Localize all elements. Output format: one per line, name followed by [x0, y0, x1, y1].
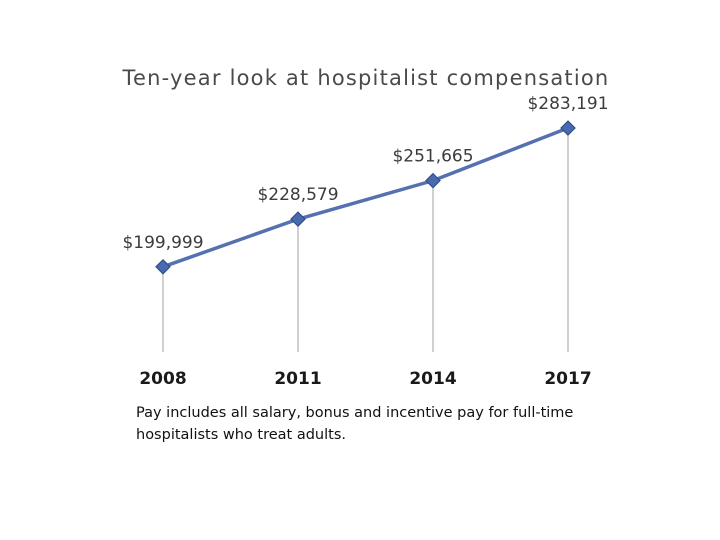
data-point-2017	[560, 120, 576, 136]
data-point-2011	[290, 211, 306, 227]
drop-lines	[162, 128, 569, 352]
x-tick-label-2014: 2014	[409, 369, 456, 389]
data-point-2008	[155, 258, 171, 275]
x-tick-label-2008: 2008	[139, 369, 186, 389]
series-line-0	[162, 126, 569, 269]
series-lines	[162, 126, 569, 269]
x-tick-label-2017: 2017	[544, 369, 591, 389]
data-markers	[155, 120, 576, 275]
data-label-2017: $283,191	[527, 94, 608, 114]
data-label-2014: $251,665	[392, 147, 473, 167]
chart-footnote: Pay includes all salary, bonus and incen…	[136, 405, 574, 443]
data-label-2008: $199,999	[122, 233, 203, 253]
data-point-2014	[425, 172, 441, 189]
x-tick-label-2011: 2011	[274, 369, 321, 389]
chart-title: Ten-year look at hospitalist compensatio…	[122, 66, 610, 90]
data-labels: $199,999 $228,579 $251,665 $283,191	[122, 94, 608, 253]
x-axis-tick-labels: 2008 2011 2014 2017	[139, 369, 591, 389]
data-label-2011: $228,579	[257, 185, 338, 205]
